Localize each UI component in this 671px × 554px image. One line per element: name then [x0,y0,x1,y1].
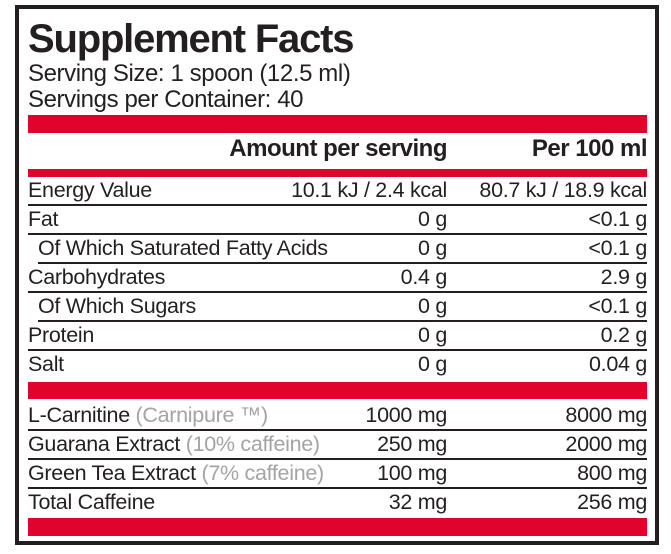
nutrition-facts-table: Energy Value 10.1 kJ / 2.4 kcal 80.7 kJ / … [28,177,647,378]
per-100ml-value: <0.1 g [588,207,647,231]
label-title: Supplement Facts [28,17,355,61]
amount-per-serving-value: 32 mg [388,490,448,514]
per-100ml-value: 0.04 g [589,352,647,376]
per-100ml-value: 8000 mg [565,403,647,427]
amount-per-serving-value: 250 mg [377,432,447,456]
table-row: Carbohydrates 0.4 g 2.9 g [28,264,647,293]
amount-per-serving-value: 10.1 kJ / 2.4 kcal [291,178,447,202]
amount-per-serving-value: 0 g [418,207,447,231]
servings-per-container-text: Servings per Container: 40 [28,86,304,113]
per-100ml-value: 2000 mg [565,432,647,456]
divider-bar-middle [28,382,647,399]
amount-per-serving-value: 0.4 g [400,265,448,289]
table-row: Fat 0 g <0.1 g [28,206,647,235]
divider-bar-bottom [28,518,647,536]
column-header-per-100ml: Per 100 ml [531,135,648,162]
table-row: Total Caffeine 32 mg 256 mg [28,489,647,516]
table-row: Of Which Sugars 0 g <0.1 g [38,293,647,322]
table-row: Guarana Extract (10% caffeine) 250 mg 2000… [28,431,647,460]
amount-per-serving-value: 100 mg [377,461,447,485]
table-row: Of Which Saturated Fatty Acids 0 g <0.1 g [38,235,647,264]
row-label: Energy Value [28,178,152,202]
table-row: Green Tea Extract (7% caffeine) 100 mg 800… [28,460,647,489]
supplement-facts-label: Supplement Facts Serving Size: 1 spoon (… [15,5,659,545]
row-label: Of Which Saturated Fatty Acids [38,236,328,260]
row-label: L-Carnitine (Carnipure ™) [28,403,269,427]
per-100ml-value: <0.1 g [588,236,647,260]
column-header-amount-per-serving: Amount per serving [229,135,447,162]
row-label: Protein [28,323,95,347]
row-label: Of Which Sugars [38,294,196,318]
per-100ml-value: 256 mg [577,490,647,514]
divider-bar-under-header [28,169,647,177]
per-100ml-value: 2.9 g [600,265,648,289]
amount-per-serving-value: 1000 mg [365,403,447,427]
row-label: Fat [28,207,59,231]
row-label-note: (7% caffeine) [201,461,324,485]
amount-per-serving-value: 0 g [418,352,447,376]
amount-per-serving-value: 0 g [418,294,447,318]
per-100ml-value: 80.7 kJ / 18.9 kcal [479,178,647,202]
row-label: Carbohydrates [28,265,166,289]
amount-per-serving-value: 0 g [418,323,447,347]
row-label: Green Tea Extract (7% caffeine) [28,461,324,485]
table-row: L-Carnitine (Carnipure ™) 1000 mg 8000 mg [28,402,647,431]
amount-per-serving-value: 0 g [418,236,447,260]
divider-bar-top [28,115,647,133]
row-label-note: (10% caffeine) [185,432,320,456]
table-row: Salt 0 g 0.04 g [28,351,647,378]
active-ingredients-table: L-Carnitine (Carnipure ™) 1000 mg 8000 mg G… [28,402,647,516]
row-label: Total Caffeine [28,490,155,514]
row-label-note: (Carnipure ™) [135,403,269,427]
row-label: Salt [28,352,64,376]
table-column-header: Amount per serving Per 100 ml [28,133,647,169]
table-row: Protein 0 g 0.2 g [28,322,647,351]
row-label: Guarana Extract (10% caffeine) [28,432,320,456]
per-100ml-value: <0.1 g [588,294,647,318]
per-100ml-value: 800 mg [577,461,647,485]
table-row: Energy Value 10.1 kJ / 2.4 kcal 80.7 kJ / … [28,177,647,206]
serving-size-text: Serving Size: 1 spoon (12.5 ml) [28,60,351,87]
per-100ml-value: 0.2 g [600,323,648,347]
